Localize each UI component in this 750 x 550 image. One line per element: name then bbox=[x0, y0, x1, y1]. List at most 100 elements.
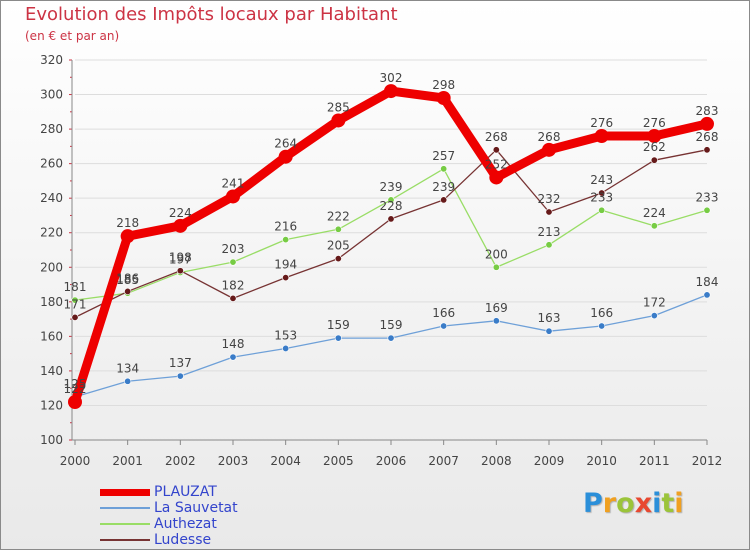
data-point-plauzat bbox=[226, 189, 240, 204]
data-label-plauzat: 122 bbox=[64, 382, 87, 396]
data-point-ludesse bbox=[387, 215, 395, 223]
data-point-ludesse bbox=[545, 208, 553, 216]
y-tick-label: 280 bbox=[40, 122, 63, 136]
data-point-la-sauvetat bbox=[440, 322, 448, 330]
y-tick-label: 260 bbox=[40, 157, 63, 171]
data-point-la-sauvetat bbox=[282, 344, 290, 352]
data-label-plauzat: 302 bbox=[380, 71, 403, 85]
legend-swatch-plauzat bbox=[100, 488, 150, 496]
x-tick-label: 2003 bbox=[218, 454, 249, 468]
data-point-ludesse bbox=[229, 294, 237, 302]
chart-title: Evolution des Impôts locaux par Habitant bbox=[25, 4, 398, 25]
data-label-ludesse: 194 bbox=[274, 258, 297, 272]
proxiti-logo: Proxiti bbox=[583, 488, 684, 519]
y-tick-label: 160 bbox=[40, 329, 63, 343]
data-label-la-sauvetat: 134 bbox=[116, 361, 139, 375]
logo-letter: x bbox=[634, 488, 653, 519]
data-label-ludesse: 228 bbox=[380, 199, 403, 213]
legend-label-la-sauvetat: La Sauvetat bbox=[154, 500, 238, 516]
logo-letter: o bbox=[616, 488, 635, 519]
data-label-la-sauvetat: 148 bbox=[222, 337, 245, 351]
data-point-la-sauvetat bbox=[545, 327, 553, 335]
data-label-plauzat: 276 bbox=[590, 116, 613, 130]
data-point-la-sauvetat bbox=[598, 322, 606, 330]
data-label-ludesse: 198 bbox=[169, 251, 192, 265]
legend-item-la-sauvetat: La Sauvetat bbox=[100, 500, 238, 516]
x-tick-label: 2010 bbox=[586, 454, 617, 468]
data-label-authezat: 222 bbox=[327, 209, 350, 223]
data-point-plauzat bbox=[68, 395, 82, 409]
data-label-la-sauvetat: 137 bbox=[169, 356, 192, 370]
data-point-plauzat bbox=[489, 170, 504, 185]
data-point-la-sauvetat bbox=[703, 291, 711, 299]
data-label-ludesse: 171 bbox=[64, 297, 87, 311]
x-tick-label: 2012 bbox=[692, 454, 723, 468]
data-point-la-sauvetat bbox=[229, 353, 237, 361]
data-point-ludesse bbox=[492, 146, 500, 154]
x-tick-label: 2008 bbox=[481, 454, 512, 468]
data-point-authezat bbox=[650, 222, 658, 230]
data-label-la-sauvetat: 166 bbox=[432, 306, 455, 320]
data-point-plauzat bbox=[384, 84, 398, 99]
data-label-la-sauvetat: 166 bbox=[590, 306, 613, 320]
data-point-ludesse bbox=[334, 255, 342, 263]
data-point-authezat bbox=[440, 165, 448, 173]
chart-subtitle: (en € et par an) bbox=[25, 29, 120, 43]
y-tick-label: 300 bbox=[40, 88, 63, 102]
y-tick-label: 200 bbox=[40, 260, 63, 274]
data-label-ludesse: 232 bbox=[538, 192, 561, 206]
data-label-plauzat: 268 bbox=[538, 130, 561, 144]
legend-item-ludesse: Ludesse bbox=[100, 532, 211, 548]
logo-letter: i bbox=[674, 488, 684, 519]
data-point-la-sauvetat bbox=[124, 377, 132, 385]
data-point-plauzat bbox=[331, 113, 346, 128]
data-label-plauzat: 298 bbox=[432, 78, 455, 92]
legend-item-authezat: Authezat bbox=[100, 516, 217, 532]
data-point-authezat bbox=[334, 225, 342, 233]
data-point-plauzat bbox=[278, 149, 293, 164]
data-point-authezat bbox=[71, 296, 79, 304]
data-label-plauzat: 241 bbox=[222, 176, 245, 190]
data-label-la-sauvetat: 159 bbox=[327, 318, 350, 332]
data-point-authezat bbox=[703, 206, 711, 214]
y-tick-label: 240 bbox=[40, 191, 63, 205]
data-label-plauzat: 218 bbox=[116, 216, 139, 230]
x-tick-label: 2007 bbox=[428, 454, 459, 468]
data-point-ludesse bbox=[282, 274, 290, 282]
legend-swatch-la-sauvetat bbox=[100, 507, 150, 509]
data-point-plauzat bbox=[647, 129, 662, 143]
data-label-ludesse: 268 bbox=[696, 130, 719, 144]
legend-label-ludesse: Ludesse bbox=[154, 532, 212, 548]
data-point-plauzat bbox=[542, 142, 556, 157]
x-tick-label: 2009 bbox=[534, 454, 565, 468]
x-tick-label: 2005 bbox=[323, 454, 354, 468]
data-label-plauzat: 276 bbox=[643, 116, 666, 130]
data-label-ludesse: 182 bbox=[222, 278, 245, 292]
data-label-authezat: 197 bbox=[169, 252, 192, 266]
data-label-plauzat: 264 bbox=[274, 137, 297, 151]
x-tick-label: 2004 bbox=[270, 454, 301, 468]
logo-letter: i bbox=[652, 488, 662, 519]
data-label-la-sauvetat: 172 bbox=[643, 296, 666, 310]
data-point-plauzat bbox=[700, 116, 714, 131]
data-point-ludesse bbox=[598, 189, 606, 197]
data-label-plauzat: 252 bbox=[485, 157, 508, 171]
logo-letter: P bbox=[583, 488, 603, 519]
data-label-la-sauvetat: 153 bbox=[274, 328, 297, 342]
x-tick-label: 2001 bbox=[112, 454, 143, 468]
data-label-la-sauvetat: 163 bbox=[538, 311, 561, 325]
data-label-ludesse: 205 bbox=[327, 239, 350, 253]
data-label-ludesse: 268 bbox=[485, 130, 508, 144]
data-point-la-sauvetat bbox=[492, 317, 500, 325]
data-label-authezat: 185 bbox=[116, 273, 139, 287]
legend-item-plauzat: PLAUZAT bbox=[100, 484, 217, 500]
data-point-authezat bbox=[492, 263, 500, 271]
y-tick-label: 220 bbox=[40, 226, 63, 240]
logo-letter: r bbox=[602, 488, 617, 519]
axes: 100 120 140 160 180 200 220 240 260 280 300 320 2000… bbox=[40, 53, 722, 468]
x-tick-label: 2011 bbox=[639, 454, 670, 468]
data-label-la-sauvetat: 184 bbox=[696, 275, 719, 289]
series-group bbox=[68, 84, 714, 409]
data-label-authezat: 224 bbox=[643, 206, 666, 220]
